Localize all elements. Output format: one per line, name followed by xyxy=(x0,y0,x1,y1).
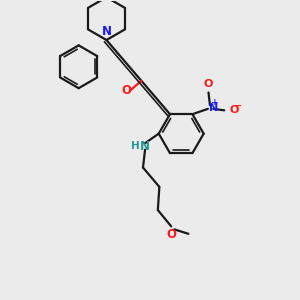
Text: −: − xyxy=(234,101,242,111)
Text: N: N xyxy=(101,25,112,38)
Text: O: O xyxy=(121,84,131,98)
Text: N: N xyxy=(140,140,150,153)
Text: +: + xyxy=(211,98,219,107)
Text: O: O xyxy=(204,79,213,89)
Text: N: N xyxy=(209,103,218,113)
Text: H: H xyxy=(131,140,140,151)
Text: O: O xyxy=(229,105,239,115)
Text: O: O xyxy=(167,228,177,241)
